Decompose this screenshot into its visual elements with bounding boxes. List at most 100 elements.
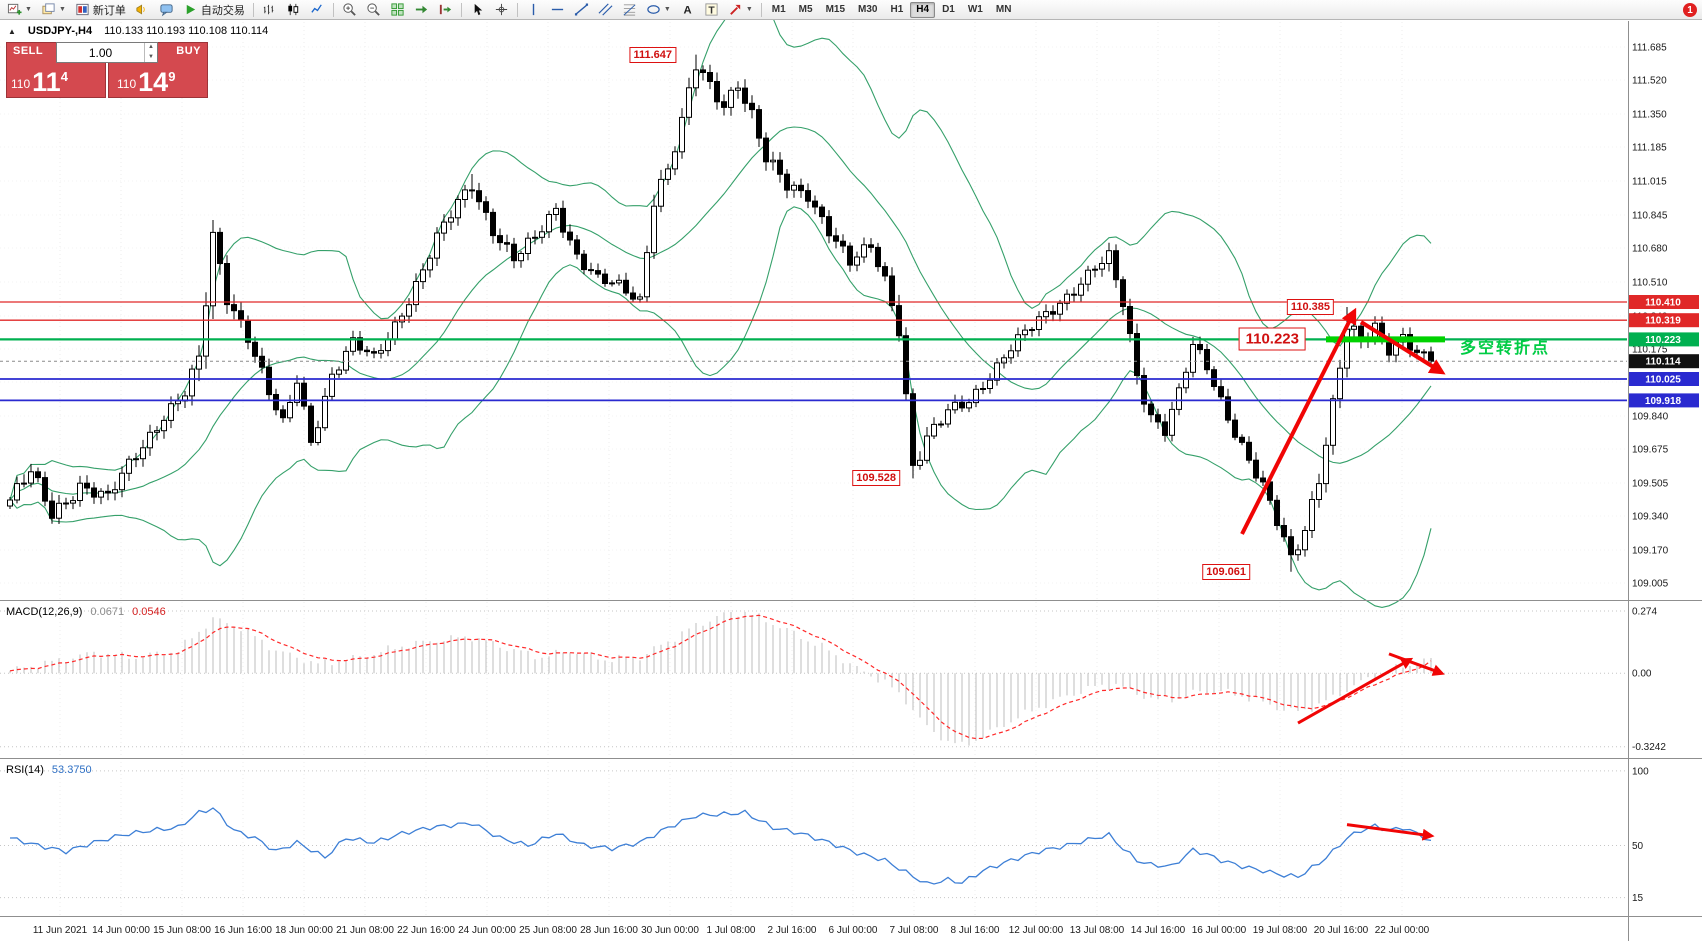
rsi-label: RSI(14) 53.3750 [6,764,92,776]
svg-text:28 Jun 16:00: 28 Jun 16:00 [580,925,638,936]
volume-input[interactable] [57,43,144,62]
svg-text:109.170: 109.170 [1632,546,1669,557]
symbol-name: USDJPY-,H4 [27,25,93,37]
auto-trading-button[interactable]: 自动交易 [179,1,249,19]
horizontal-line-button[interactable] [546,1,569,19]
toolbar-separator [252,2,254,17]
chart-shift-button[interactable] [434,1,457,19]
toolbar-separator [760,2,762,17]
symbol-marker-icon: ▲ [8,26,16,36]
vertical-line-icon [526,2,541,17]
timeframe-H4[interactable]: H4 [910,1,936,18]
timeframe-M15[interactable]: M15 [825,4,846,15]
crosshair-button[interactable] [490,1,513,19]
timeframe-MN[interactable]: MN [995,4,1012,15]
fibonacci-retracement-icon [622,2,637,17]
buy-price-big: 14 [138,67,169,97]
time-axis-labels[interactable]: 11 Jun 2021 14 Jun 00:00 15 Jun 08:00 16 Ju… [33,925,1430,936]
timeframe-M1[interactable]: M1 [771,4,786,15]
svg-text:13 Jul 08:00: 13 Jul 08:00 [1070,925,1125,936]
volume-up-button[interactable]: ▲ [148,44,154,50]
auto-scroll-icon [414,2,429,17]
chevron-down-icon: ▼ [745,6,753,13]
buy-price-small: 110 [117,77,137,91]
arrows-button[interactable]: ▼ [724,1,757,19]
svg-text:109.340: 109.340 [1632,512,1669,523]
svg-text:20 Jul 16:00: 20 Jul 16:00 [1314,925,1369,936]
grid-layer [0,22,1627,916]
svg-text:15: 15 [1632,893,1644,904]
timeframe-W1[interactable]: W1 [967,4,983,15]
macd-main-value: 0.0671 [90,606,125,618]
chart-line-button[interactable] [306,1,329,19]
equidistant-channel-button[interactable] [594,1,617,19]
cursor-icon [470,2,485,17]
auto-trading-label: 自动交易 [200,4,245,17]
svg-text:110.175: 110.175 [1632,345,1668,356]
svg-text:16 Jun 16:00: 16 Jun 16:00 [214,925,272,936]
chart-candles-icon [286,2,301,17]
zoom-in-button[interactable] [338,1,361,19]
price-axis-labels[interactable]: 111.685 111.520 111.350 111.185 111.015 110.8… [1632,43,1669,905]
text-label-button[interactable]: T [700,1,723,19]
svg-text:18 Jun 00:00: 18 Jun 00:00 [275,925,333,936]
svg-text:111.015: 111.015 [1632,177,1667,188]
sell-label: SELL [13,45,44,57]
symbol-info-bar: ▲ USDJPY-,H4 110.133 110.193 110.108 110… [8,25,268,37]
svg-text:15 Jun 08:00: 15 Jun 08:00 [153,925,211,936]
toolbar-separator [460,2,462,17]
macd-label: MACD(12,26,9) 0.0671 0.0546 [6,606,166,618]
zoom-out-button[interactable] [362,1,385,19]
chevron-down-icon: ▼ [25,6,32,13]
alerts-icon [135,2,150,17]
new-chart-button[interactable]: ▼ [3,1,36,19]
bollinger-bands [9,0,1432,608]
svg-text:100: 100 [1632,766,1649,777]
price-annotation: 109.061 [1202,563,1250,580]
timeframe-M30[interactable]: M30 [858,4,878,15]
horizontal-line-icon [550,2,565,17]
chart-candles-button[interactable] [282,1,305,19]
svg-text:24 Jun 00:00: 24 Jun 00:00 [458,925,516,936]
timeframe-H1[interactable]: H1 [890,4,904,15]
zoom-in-icon [342,2,357,17]
macd-signal-value: 0.0546 [132,606,166,618]
svg-text:110.223: 110.223 [1645,335,1681,346]
profiles-button[interactable]: ▼ [37,1,70,19]
text-button[interactable]: A [676,1,699,19]
trend-arrows [1240,307,1446,841]
cursor-button[interactable] [466,1,489,19]
svg-text:6 Jul 00:00: 6 Jul 00:00 [829,925,878,936]
alerts-button[interactable] [131,1,154,19]
svg-text:110.319: 110.319 [1645,316,1681,327]
svg-text:111.685: 111.685 [1632,43,1667,54]
new-order-button[interactable]: 新订单 [71,1,130,19]
rsi-name: RSI(14) [6,764,44,776]
tile-windows-button[interactable] [386,1,409,19]
timeframe-D1[interactable]: D1 [942,4,955,15]
svg-text:22 Jun 16:00: 22 Jun 16:00 [397,925,455,936]
price-annotation: 111.647 [629,46,676,63]
toolbar: ▼ ▼ 新订单 自动交易 ▼ A T ▼ M1 M5 M15 M30 H1 H4 D1 W1 MN [0,0,1702,20]
zoom-out-icon [366,2,381,17]
svg-text:50: 50 [1632,841,1644,852]
timeframe-M5[interactable]: M5 [798,4,813,15]
chart-bars-button[interactable] [258,1,281,19]
trendline-button[interactable] [570,1,593,19]
vertical-line-button[interactable] [522,1,545,19]
volume-spinner: ▲ ▼ [144,43,157,62]
volume-box: ▲ ▼ [56,42,158,63]
svg-text:110.510: 110.510 [1632,278,1668,289]
svg-text:19 Jul 08:00: 19 Jul 08:00 [1253,925,1308,936]
auto-scroll-button[interactable] [410,1,433,19]
chat-button[interactable] [155,1,178,19]
svg-text:109.840: 109.840 [1632,412,1669,423]
notifications-badge[interactable]: 1 [1683,3,1697,17]
svg-text:14 Jul 16:00: 14 Jul 16:00 [1131,925,1186,936]
shapes-button[interactable]: ▼ [642,1,675,19]
text-icon: A [680,2,695,17]
volume-down-button[interactable]: ▼ [148,53,154,60]
svg-text:109.918: 109.918 [1645,396,1682,407]
fibonacci-retracement-button[interactable] [618,1,641,19]
